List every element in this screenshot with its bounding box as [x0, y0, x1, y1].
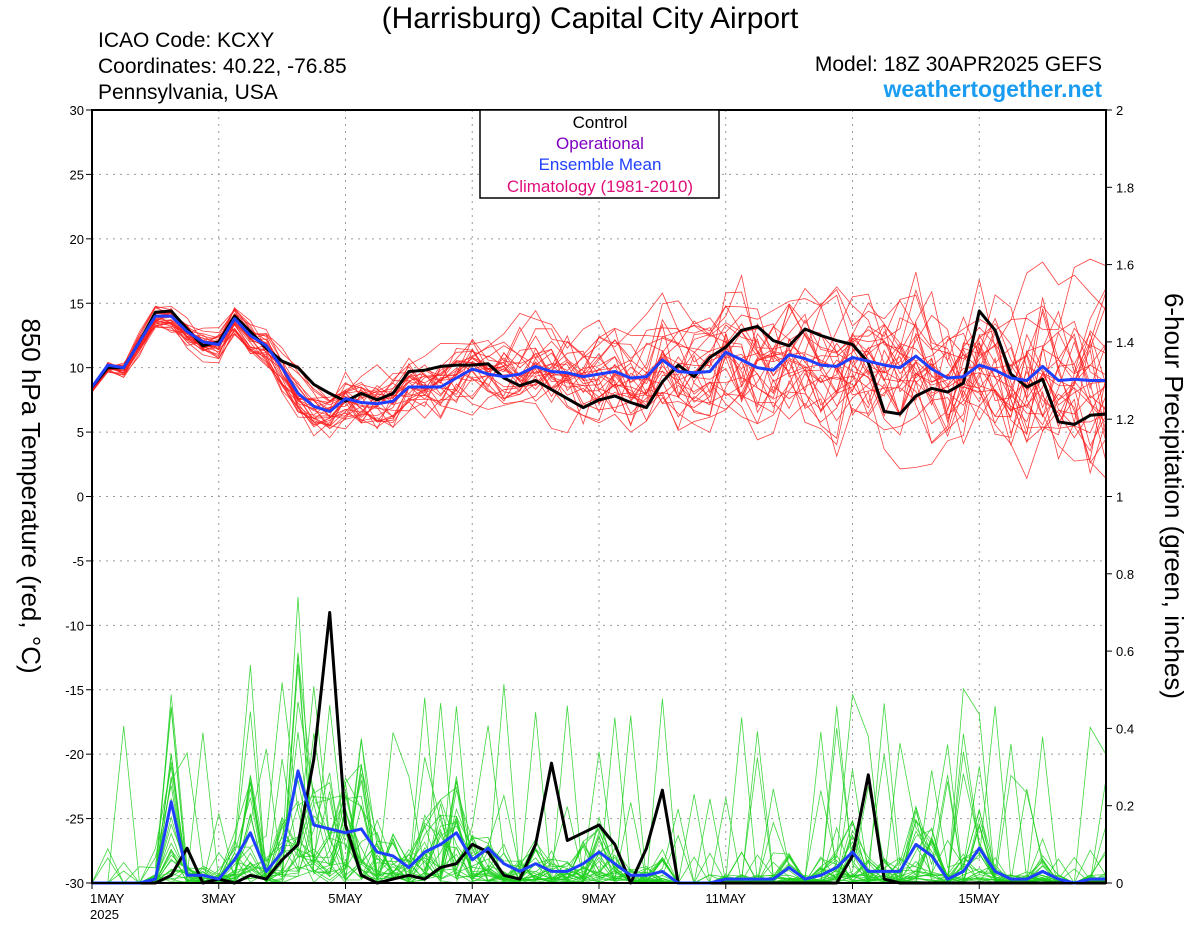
- right-tick-label: 1.6: [1116, 258, 1134, 273]
- coordinates: Coordinates: 40.22, -76.85: [98, 55, 347, 78]
- left-tick-label: -30: [65, 876, 84, 891]
- left-tick-label: 30: [70, 103, 84, 118]
- precipitation-member-line: [92, 701, 1107, 884]
- temperature-member-line: [91, 312, 1107, 446]
- temperature-member-line: [91, 293, 1107, 480]
- right-tick-label: 1.8: [1116, 180, 1134, 195]
- x-tick-year: 2025: [90, 907, 119, 922]
- left-tick-label: 10: [70, 361, 84, 376]
- x-tick-label: 11MAY: [705, 891, 746, 906]
- temperature-members: [91, 258, 1107, 480]
- x-tick-label: 15MAY: [958, 891, 1000, 906]
- precipitation-member-line: [92, 694, 1107, 884]
- left-axis-ticks: 30 25 20 15 10 5 0 -5 -10 -15 -20 -25 -30: [65, 103, 92, 891]
- precipitation-member-line: [92, 749, 1107, 884]
- x-tick-label: 3MAY: [202, 891, 237, 906]
- precipitation-member-line: [92, 703, 1107, 884]
- chart-title: (Harrisburg) Capital City Airport: [382, 2, 799, 35]
- left-tick-label: -25: [65, 812, 84, 827]
- precipitation-member-line: [92, 698, 1107, 884]
- left-axis-title: 850 hPa Temperature (red, °C): [16, 318, 46, 673]
- left-tick-label: 25: [70, 167, 84, 182]
- temperature-member-line: [91, 305, 1107, 462]
- legend-item-climatology: Climatology (1981-2010): [507, 177, 693, 196]
- right-tick-label: 1: [1116, 490, 1123, 505]
- right-tick-label: 1.2: [1116, 412, 1134, 427]
- left-tick-label: 0: [77, 490, 84, 505]
- x-tick-label: 7MAY: [455, 891, 490, 906]
- right-tick-label: 0.4: [1116, 721, 1134, 736]
- legend-item-ensemble-mean: Ensemble Mean: [539, 155, 662, 174]
- x-tick-label: 9MAY: [582, 891, 617, 906]
- right-tick-label: 0.2: [1116, 799, 1134, 814]
- legend-item-operational: Operational: [556, 134, 644, 153]
- right-tick-label: 2: [1116, 103, 1123, 118]
- precipitation-members: [91, 596, 1107, 885]
- x-tick-label: 5MAY: [328, 891, 363, 906]
- right-axis-title: 6-hour Precipitation (green, inches): [1159, 293, 1189, 699]
- right-axis-ticks: 2 1.8 1.6 1.4 1.2 1 0.8 0.6 0.4 0.2 0: [1106, 103, 1134, 891]
- location: Pennsylvania, USA: [98, 81, 278, 104]
- left-tick-label: -10: [65, 618, 84, 633]
- right-tick-label: 0.6: [1116, 644, 1134, 659]
- legend-box: [479, 109, 720, 199]
- right-tick-label: 0.8: [1116, 567, 1134, 582]
- temperature-member-line: [91, 311, 1107, 428]
- temperature-member-line: [91, 287, 1107, 464]
- temperature-member-line: [91, 290, 1107, 447]
- x-tick-label: 13MAY: [832, 891, 874, 906]
- icao-code: ICAO Code: KCXY: [98, 29, 274, 52]
- left-tick-label: -15: [65, 683, 84, 698]
- left-tick-label: 5: [77, 425, 84, 440]
- website-link[interactable]: weathertogether.net: [882, 76, 1102, 102]
- right-tick-label: 1.4: [1116, 335, 1134, 350]
- left-tick-label: 15: [70, 296, 84, 311]
- temperature-member-line: [91, 288, 1107, 436]
- model-label: Model: 18Z 30APR2025 GEFS: [815, 53, 1102, 76]
- gridlines: [92, 110, 1106, 883]
- left-tick-label: 20: [70, 232, 84, 247]
- temperature-member-line: [91, 261, 1107, 429]
- ensemble-mean-temp-line: [90, 314, 1106, 413]
- precipitation-member-line: [92, 652, 1107, 884]
- temperature-member-line: [91, 316, 1107, 435]
- temperature-member-line: [91, 322, 1107, 438]
- left-tick-label: -5: [72, 554, 84, 569]
- left-tick-label: -20: [65, 747, 84, 762]
- legend: Control Operational Ensemble Mean Climat…: [479, 109, 720, 199]
- x-tick-label: 1MAY: [90, 891, 125, 906]
- right-tick-label: 0: [1116, 876, 1123, 891]
- ensemble-mean-precip-line: [92, 769, 1106, 885]
- legend-item-control: Control: [573, 113, 628, 132]
